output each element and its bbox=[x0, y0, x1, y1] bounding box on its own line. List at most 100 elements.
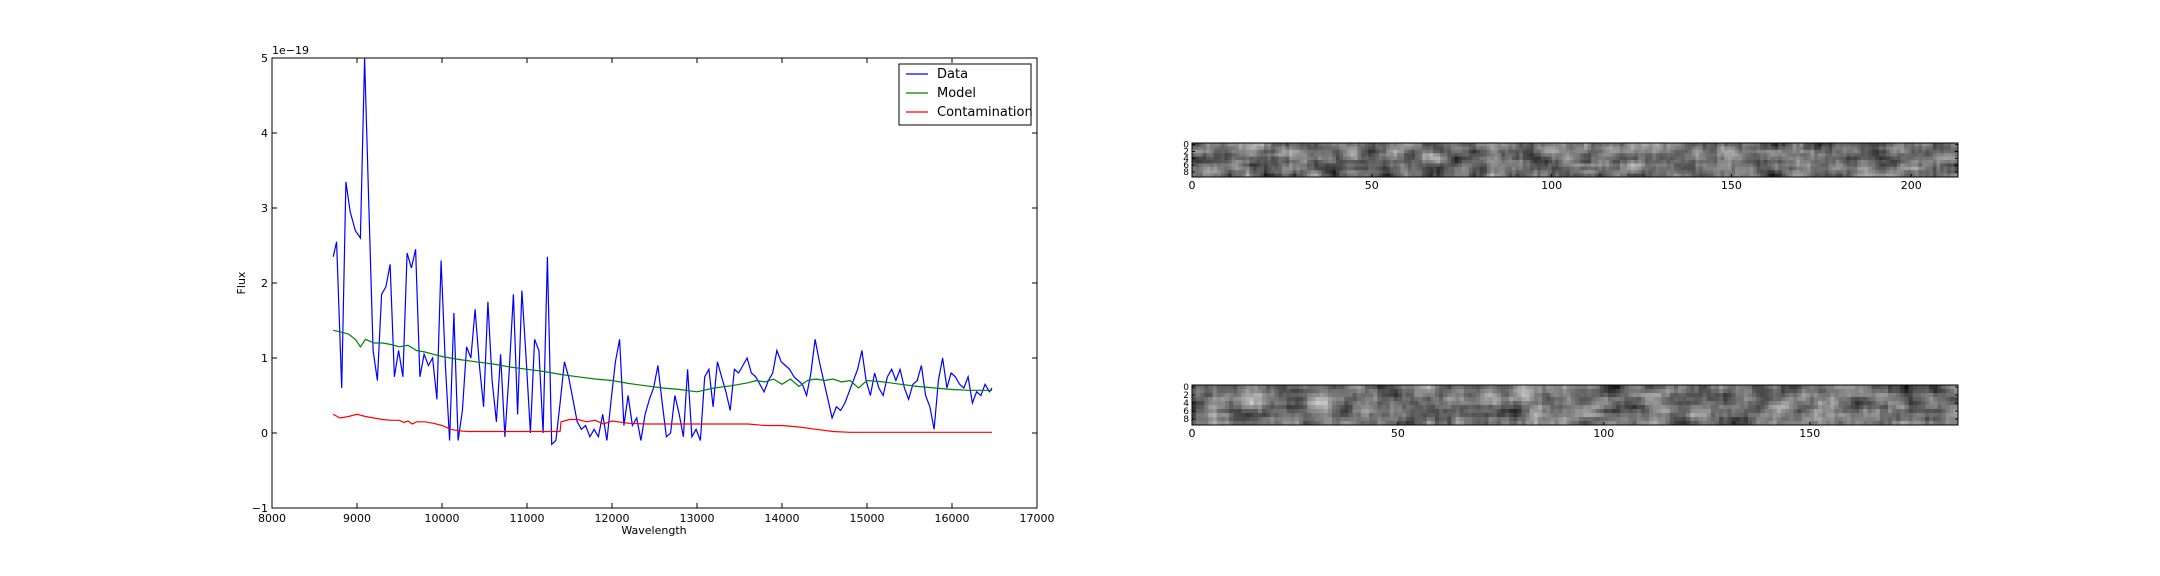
heatmap-cell bbox=[1371, 146, 1376, 151]
heatmap-cell bbox=[1576, 153, 1581, 157]
heatmap-cell bbox=[1455, 393, 1461, 398]
heatmap-cell bbox=[1303, 163, 1308, 168]
heatmap-cell bbox=[1925, 166, 1930, 171]
heatmap-cell bbox=[1262, 405, 1267, 410]
heatmap-cell bbox=[1562, 393, 1568, 398]
heatmap-cell bbox=[1628, 405, 1634, 410]
heatmap-cell bbox=[1785, 389, 1790, 394]
x-tick-label: 15000 bbox=[850, 512, 885, 525]
heatmap-cell bbox=[1853, 149, 1858, 154]
heatmap-cell bbox=[1314, 149, 1319, 154]
heatmap-cell bbox=[1776, 421, 1782, 426]
heatmap-cell bbox=[1603, 385, 1609, 390]
heatmap-cell bbox=[1738, 156, 1743, 161]
heatmap-cell bbox=[1436, 146, 1441, 151]
heatmap-cell bbox=[1361, 153, 1366, 157]
heatmap-cell bbox=[1389, 417, 1395, 422]
heatmap-cell bbox=[1436, 149, 1441, 154]
heatmap-cell bbox=[1636, 393, 1642, 398]
heatmap-cell bbox=[1879, 413, 1885, 418]
heatmap-cell bbox=[1537, 166, 1542, 171]
heatmap-cell bbox=[1339, 153, 1344, 157]
heatmap-cell bbox=[1360, 385, 1366, 390]
heatmap-cell bbox=[1756, 409, 1761, 414]
heatmap-cell bbox=[1695, 163, 1700, 168]
heatmap-cell bbox=[1914, 163, 1919, 168]
heatmap-cell bbox=[1286, 389, 1292, 394]
heatmap-cell bbox=[1371, 156, 1376, 161]
heatmap-cell bbox=[1551, 170, 1556, 174]
heatmap-cell bbox=[1224, 413, 1230, 418]
heatmap-cell bbox=[1231, 143, 1236, 147]
heatmap-cell bbox=[1720, 173, 1725, 178]
heatmap-cell bbox=[1778, 156, 1783, 161]
heatmap-cell bbox=[1580, 166, 1585, 171]
heatmap-cell bbox=[1846, 170, 1851, 174]
heatmap-cell bbox=[1904, 401, 1909, 406]
heatmap-cell bbox=[1780, 385, 1786, 390]
heatmap-cell bbox=[1936, 166, 1941, 171]
heatmap-cell bbox=[1368, 170, 1373, 174]
heatmap-cell bbox=[1237, 417, 1242, 422]
heatmap-cell bbox=[1344, 389, 1349, 394]
heatmap-cell bbox=[1321, 173, 1326, 178]
heatmap-cell bbox=[1767, 146, 1772, 151]
heatmap-cell bbox=[1896, 170, 1901, 174]
heatmap-cell bbox=[1216, 421, 1222, 426]
heatmap-cell bbox=[1908, 385, 1914, 390]
heatmap-cell bbox=[1440, 160, 1445, 164]
heatmap-cell bbox=[1262, 413, 1267, 418]
heatmap-cell bbox=[1235, 143, 1240, 147]
heatmap-cell bbox=[1892, 389, 1897, 394]
heatmap-cell bbox=[1785, 143, 1790, 147]
heatmap-cell bbox=[1533, 417, 1539, 422]
heatmap-cell bbox=[1350, 163, 1355, 168]
heatmap-cell bbox=[1332, 156, 1337, 161]
heatmap-cell bbox=[1465, 156, 1470, 161]
heatmap-cell bbox=[1501, 156, 1506, 161]
heatmap-cell bbox=[1698, 409, 1704, 414]
heatmap-cell bbox=[1404, 143, 1409, 147]
heatmap-cell bbox=[1352, 405, 1358, 410]
heatmap-cell bbox=[1278, 417, 1283, 422]
heatmap-cell bbox=[1785, 413, 1790, 418]
heatmap-cell bbox=[1357, 166, 1362, 171]
heatmap-cell bbox=[1537, 160, 1542, 164]
heatmap-cell bbox=[1706, 166, 1711, 171]
heatmap-cell bbox=[1900, 170, 1905, 174]
heatmap-cell bbox=[1303, 385, 1308, 390]
heatmap-cell bbox=[1562, 417, 1568, 422]
heatmap-cell bbox=[1357, 170, 1362, 174]
heatmap-cell bbox=[1835, 146, 1840, 151]
heatmap-cell bbox=[1742, 153, 1747, 157]
heatmap-cell bbox=[1402, 405, 1407, 410]
heatmap-cell bbox=[1274, 405, 1279, 410]
heatmap-cell bbox=[1554, 393, 1559, 398]
heatmap-cell bbox=[1526, 153, 1531, 157]
heatmap-cell bbox=[1661, 421, 1666, 426]
heatmap-cell bbox=[1612, 393, 1617, 398]
heatmap-cell bbox=[1772, 405, 1778, 410]
heatmap-cell bbox=[1271, 146, 1276, 151]
heatmap-cell bbox=[1525, 417, 1531, 422]
heatmap-cell bbox=[1461, 160, 1466, 164]
heatmap-cell bbox=[1846, 409, 1852, 414]
heatmap-cell bbox=[1274, 397, 1279, 402]
heatmap-cell bbox=[1575, 397, 1580, 402]
heatmap-cell bbox=[1652, 153, 1657, 157]
x-axis-ticks: 8000 9000 10000 11000 12000 13000 14000 15000 16… bbox=[258, 58, 1055, 525]
heatmap-cell bbox=[1690, 417, 1695, 422]
heatmap-cell bbox=[1875, 417, 1881, 422]
heatmap-cell bbox=[1202, 163, 1207, 168]
heatmap-cell bbox=[1677, 146, 1682, 151]
heatmap-cell bbox=[1425, 173, 1430, 178]
heatmap-cell bbox=[1922, 160, 1927, 164]
heatmap-cell bbox=[1199, 156, 1204, 161]
heatmap-cell bbox=[1459, 417, 1465, 422]
heatmap-cell bbox=[1285, 163, 1290, 168]
heatmap-cell bbox=[1517, 401, 1522, 406]
heatmap-cell bbox=[1846, 173, 1851, 178]
heatmap-cell bbox=[1256, 160, 1261, 164]
heatmap-cell bbox=[1202, 173, 1207, 178]
heatmap-cell bbox=[1745, 170, 1750, 174]
